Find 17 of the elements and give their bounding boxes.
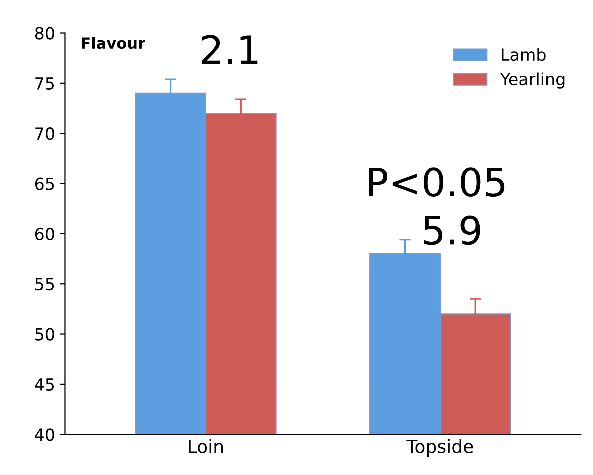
y-tick-label: 50 bbox=[36, 328, 54, 341]
y-tick-label: 40 bbox=[35, 428, 54, 442]
chart-title: Flavour bbox=[82, 37, 146, 50]
y-tick-label: 55 bbox=[36, 278, 54, 291]
x-tick-label: Topside bbox=[406, 439, 474, 457]
y-tick-label: 75 bbox=[36, 78, 54, 90]
y-tick-label: 45 bbox=[35, 378, 54, 392]
annotation: P<0.05 bbox=[369, 168, 505, 198]
y-tick-label: 65 bbox=[35, 178, 54, 190]
legend-label: Yearling bbox=[500, 72, 565, 89]
annotation: 2.1 bbox=[202, 35, 258, 64]
y-tick-label: 70 bbox=[36, 128, 54, 140]
y-tick-label: 80 bbox=[35, 27, 54, 40]
y-tick-label: 60 bbox=[35, 228, 54, 241]
legend-label: Lamb bbox=[502, 48, 546, 62]
annotation: 5.9 bbox=[424, 216, 480, 246]
x-tick-label: Loin bbox=[189, 439, 224, 454]
